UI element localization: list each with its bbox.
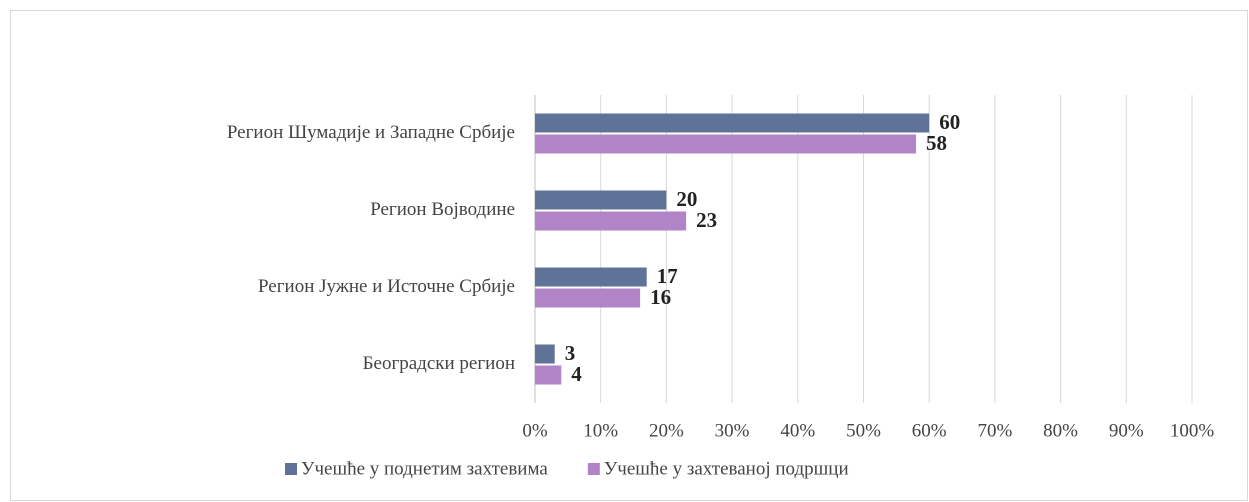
bar <box>535 267 647 287</box>
chart-border <box>10 10 1248 501</box>
bar <box>535 344 555 364</box>
value-label: 58 <box>926 131 947 155</box>
legend-swatch <box>587 463 600 475</box>
x-tick-label: 50% <box>846 420 881 441</box>
bar <box>535 365 562 385</box>
legend-label: Учешће у захтеваној подршци <box>604 458 849 479</box>
x-tick-label: 80% <box>1043 420 1078 441</box>
value-label: 3 <box>565 341 576 365</box>
y-tick-label: Регион Војводине <box>370 199 515 220</box>
bar <box>535 211 687 231</box>
x-tick-label: 20% <box>649 420 684 441</box>
y-tick-label: Регион Шумадије и Западне Србије <box>227 122 515 143</box>
value-label: 16 <box>650 285 671 309</box>
value-label: 4 <box>571 362 582 386</box>
bar <box>535 190 667 210</box>
x-tick-label: 40% <box>780 420 815 441</box>
x-tick-label: 100% <box>1170 420 1215 441</box>
legend-swatch <box>285 463 297 475</box>
x-tick-label: 70% <box>977 420 1012 441</box>
legend-label: Учешће у поднетим захтевима <box>301 458 548 479</box>
value-label: 17 <box>657 264 678 288</box>
value-label: 60 <box>939 110 960 134</box>
x-tick-label: 60% <box>912 420 947 441</box>
value-label: 20 <box>676 187 697 211</box>
bar <box>535 113 930 133</box>
x-tick-label: 90% <box>1109 420 1144 441</box>
x-tick-label: 10% <box>583 420 618 441</box>
bar <box>535 288 641 308</box>
bar <box>535 134 917 154</box>
y-tick-label: Београдски регион <box>363 353 515 374</box>
x-tick-label: 30% <box>715 420 750 441</box>
value-label: 23 <box>696 208 717 232</box>
x-tick-label: 0% <box>522 420 548 441</box>
y-tick-label: Регион Јужне и Источне Србије <box>258 276 515 297</box>
